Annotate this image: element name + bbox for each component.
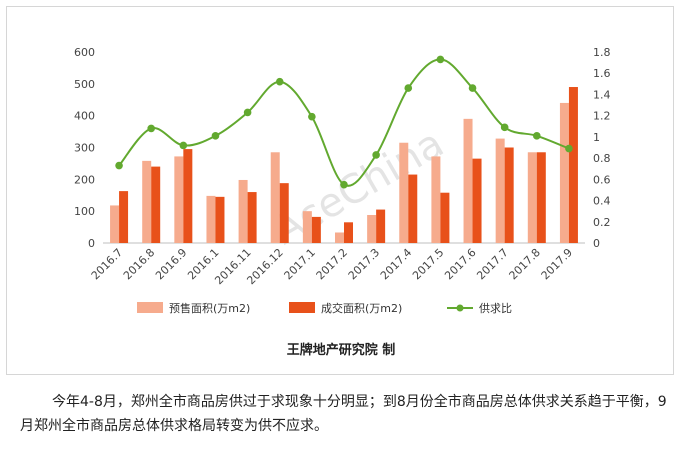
- legend-label: 预售面积(万m2): [169, 301, 250, 315]
- legend-marker: [456, 304, 464, 312]
- bar-presale: [270, 152, 280, 243]
- y-axis-tick-label: 600: [74, 46, 95, 59]
- legend-label: 成交面积(万m2): [321, 301, 402, 315]
- legend-label: 供求比: [479, 301, 512, 315]
- y2-axis-tick-label: 1.8: [593, 46, 611, 59]
- x-axis-tick-label: 2016.9: [153, 246, 189, 282]
- bar-presale: [174, 156, 184, 243]
- bar-presale: [559, 102, 569, 243]
- bar-transaction: [568, 87, 578, 244]
- ratio-point: [340, 180, 348, 189]
- legend-swatch: [289, 302, 315, 313]
- y2-axis-tick-label: 0.2: [593, 216, 611, 229]
- credit-text: 王牌地产研究院 制: [287, 342, 396, 358]
- bar-transaction: [472, 158, 482, 243]
- x-axis-tick-label: 2017.7: [474, 246, 510, 282]
- ratio-point: [147, 124, 155, 133]
- x-axis-tick-label: 2016.8: [121, 246, 157, 282]
- ratio-point: [500, 123, 509, 132]
- bar-presale: [399, 142, 409, 243]
- bar-transaction: [408, 174, 418, 243]
- bar-presale: [495, 138, 505, 243]
- ratio-point: [468, 84, 477, 92]
- y2-axis-tick-label: 1: [593, 131, 600, 144]
- y-axis-tick-label: 200: [74, 173, 95, 186]
- ratio-point: [436, 55, 445, 64]
- legend-swatch: [137, 302, 163, 313]
- x-axis-tick-label: 2017.2: [314, 246, 350, 282]
- bar-presale: [335, 232, 344, 243]
- y2-axis-tick-label: 1.2: [593, 110, 611, 123]
- chart-svg: AceChina 0 100 200 300 400 500 600 0 0.2 0.4 0.6 0.8…: [74, 46, 611, 358]
- bar-presale: [527, 152, 537, 243]
- y2-axis-tick-label: 0.6: [593, 173, 611, 186]
- bar-transaction: [504, 147, 514, 243]
- x-axis-tick-label: 2017.8: [507, 246, 543, 282]
- bar-presale: [142, 160, 152, 243]
- y-axis-tick-label: 400: [74, 110, 95, 123]
- ratio-point: [565, 144, 573, 153]
- watermark-text: AceChina: [266, 120, 451, 254]
- bar-presale: [110, 205, 120, 243]
- chart-frame: AceChina 0 100 200 300 400 500 600 0 0.2 0.4 0.6 0.8…: [6, 6, 674, 375]
- y2-axis-tick-label: 1.6: [593, 67, 611, 80]
- bar-transaction: [311, 216, 321, 243]
- y-axis-tick-label: 0: [88, 237, 95, 250]
- y2-axis-tick-label: 0.8: [593, 152, 611, 165]
- y2-axis-tick-label: 0.4: [593, 195, 611, 208]
- bar-presale: [367, 214, 377, 243]
- ratio-point: [404, 84, 413, 92]
- ratio-point: [211, 132, 220, 140]
- bar-presale: [238, 179, 248, 243]
- bar-transaction: [279, 183, 289, 243]
- bar-presale: [302, 211, 312, 243]
- bar-presale: [206, 195, 216, 243]
- caption-paragraph: 今年4-8月，郑州全市商品房供过于求现象十分明显；到8月份全市商品房总体供求关系…: [20, 394, 667, 434]
- bar-presale: [431, 156, 441, 243]
- bar-transaction: [440, 192, 450, 243]
- ratio-point: [533, 132, 541, 140]
- y-axis-tick-label: 100: [74, 205, 95, 218]
- bar-presale: [463, 118, 473, 243]
- x-axis-tick-label: 2017.9: [539, 246, 575, 282]
- x-axis-tick-label: 2017.6: [442, 246, 478, 282]
- bar-transaction: [119, 191, 129, 243]
- bar-transaction: [536, 152, 546, 243]
- bar-transaction: [183, 149, 193, 243]
- y2-axis-tick-label: 1.4: [593, 88, 611, 101]
- bar-transaction: [376, 209, 386, 243]
- bar-transaction: [344, 222, 353, 243]
- y-axis-tick-label: 300: [74, 142, 95, 155]
- x-axis-tick-label: 2017.5: [410, 246, 446, 282]
- x-axis-tick-label: 2016.7: [89, 246, 125, 282]
- bar-transaction: [151, 166, 161, 243]
- ratio-point: [115, 161, 123, 170]
- x-axis-tick-label: 2017.4: [378, 246, 414, 282]
- y-axis-tick-label: 500: [74, 78, 95, 91]
- y2-axis-tick-label: 0: [593, 237, 600, 250]
- bar-transaction: [215, 196, 225, 243]
- ratio-point: [372, 151, 380, 159]
- ratio-point: [179, 141, 188, 150]
- ratio-point: [308, 112, 316, 121]
- x-axis-tick-label: 2017.3: [346, 246, 382, 282]
- ratio-point: [243, 108, 252, 117]
- ratio-point: [275, 77, 284, 86]
- bar-transaction: [247, 192, 257, 243]
